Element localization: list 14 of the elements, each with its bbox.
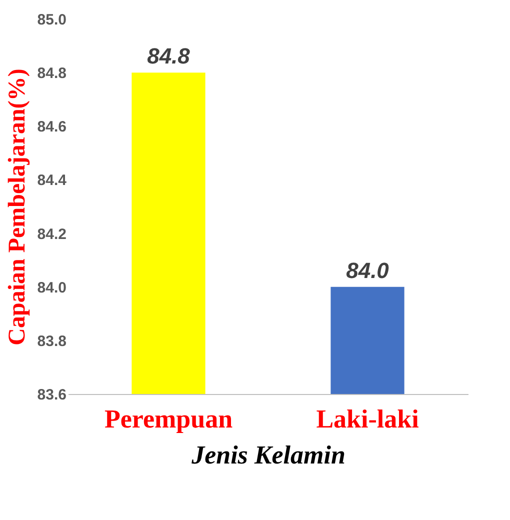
y-tick-label: 83.8: [37, 332, 66, 350]
x-tick-label: Perempuan: [104, 404, 234, 434]
y-tick-label: 84.8: [37, 65, 66, 82]
y-tick-label: 84.2: [37, 226, 66, 243]
y-tick-label: 84.4: [37, 172, 68, 190]
x-tick-label: Laki-laki: [316, 404, 419, 434]
x-axis-title: Jenis Kelamin: [190, 440, 346, 470]
data-label: 84.8: [147, 44, 191, 69]
y-tick-label: 83.6: [37, 386, 66, 404]
y-tick-label: 84.6: [37, 118, 66, 136]
y-tick-label: 85.0: [37, 12, 66, 28]
y-axis-title: Capaian Pembelajaran(%): [4, 68, 30, 346]
data-label: 84.0: [346, 258, 390, 283]
y-tick-label: 84.0: [37, 279, 66, 296]
